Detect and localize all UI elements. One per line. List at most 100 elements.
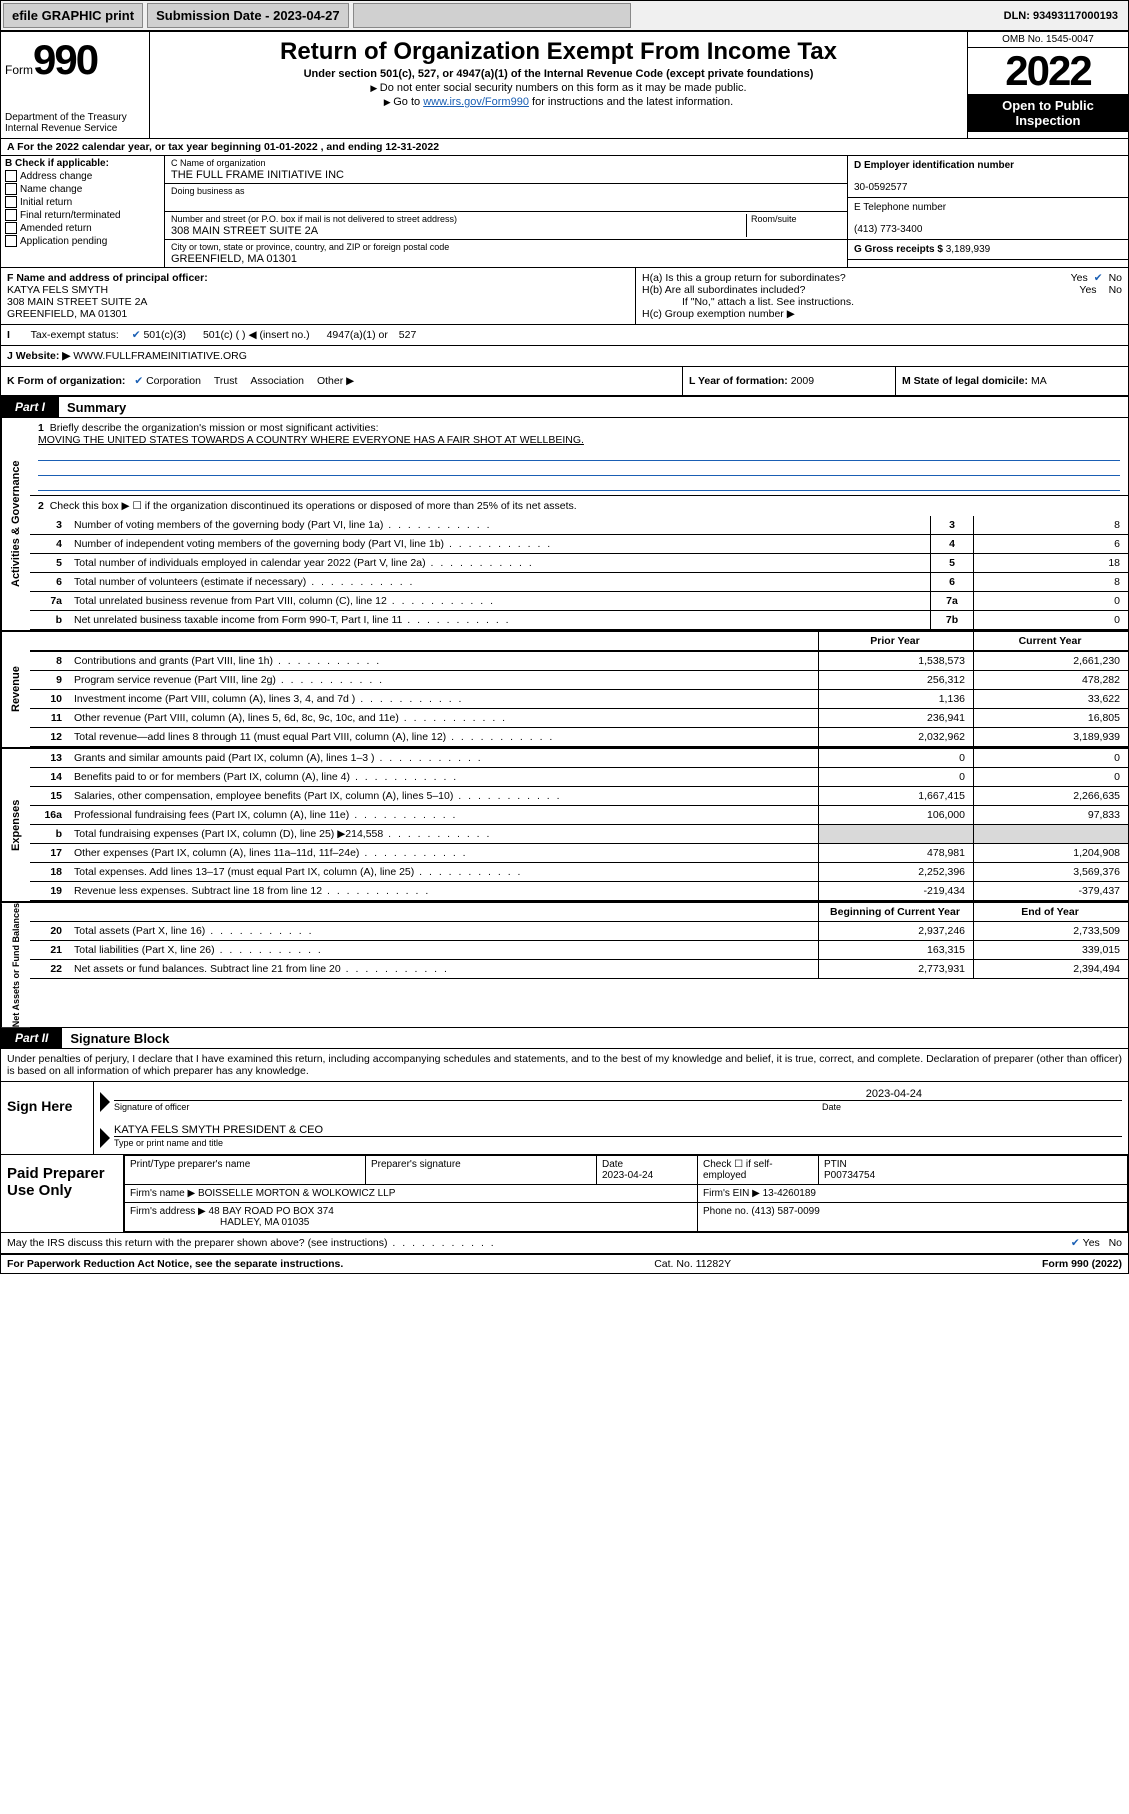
revenue-header-row: Prior Year Current Year bbox=[30, 632, 1128, 651]
row-f-h: F Name and address of principal officer:… bbox=[1, 268, 1128, 325]
chk-amended-return[interactable]: Amended return bbox=[5, 222, 160, 234]
gross-value: 3,189,939 bbox=[946, 244, 991, 255]
box-h: H(a) Is this a group return for subordin… bbox=[635, 268, 1128, 324]
efile-print-button[interactable]: efile GRAPHIC print bbox=[3, 3, 143, 28]
table-row: 13Grants and similar amounts paid (Part … bbox=[30, 749, 1128, 768]
table-row: 22Net assets or fund balances. Subtract … bbox=[30, 960, 1128, 979]
ptin-value: P00734754 bbox=[824, 1170, 875, 1181]
header-right: OMB No. 1545-0047 2022 Open to Public In… bbox=[967, 32, 1128, 138]
prep-name-lbl: Print/Type preparer's name bbox=[130, 1159, 250, 1170]
k-label: K Form of organization: bbox=[7, 375, 125, 387]
box-f: F Name and address of principal officer:… bbox=[1, 268, 635, 324]
inspection-label: Open to Public Inspection bbox=[968, 94, 1128, 132]
discuss-question: May the IRS discuss this return with the… bbox=[7, 1237, 1071, 1249]
firm-name: BOISSELLE MORTON & WOLKOWICZ LLP bbox=[198, 1188, 395, 1199]
table-row: 14Benefits paid to or for members (Part … bbox=[30, 768, 1128, 787]
line2-check: 2 Check this box ▶ ☐ if the organization… bbox=[30, 496, 1128, 516]
m-state: M State of legal domicile: MA bbox=[895, 367, 1128, 395]
part2-title: Signature Block bbox=[62, 1031, 169, 1046]
box-c: C Name of organization THE FULL FRAME IN… bbox=[165, 156, 847, 267]
table-row: 11Other revenue (Part VIII, column (A), … bbox=[30, 709, 1128, 728]
chk-address-change[interactable]: Address change bbox=[5, 170, 160, 182]
row-j: J Website: ▶ WWW.FULLFRAMEINITIATIVE.ORG bbox=[1, 346, 1128, 367]
dept-label: Department of the Treasury bbox=[5, 112, 145, 123]
paid-preparer-block: Paid Preparer Use Only Print/Type prepar… bbox=[1, 1155, 1128, 1233]
vtab-revenue: Revenue bbox=[1, 632, 30, 747]
row-k: K Form of organization: Corporation Trus… bbox=[1, 367, 1128, 397]
firm-ein: 13-4260189 bbox=[763, 1188, 816, 1199]
l-year: L Year of formation: 2009 bbox=[682, 367, 895, 395]
chk-initial-return[interactable]: Initial return bbox=[5, 196, 160, 208]
revenue-table: Prior Year Current Year 8Contributions a… bbox=[30, 632, 1128, 747]
mission-line3 bbox=[38, 476, 1120, 491]
part1-header: Part I Summary bbox=[1, 397, 1128, 418]
table-row: bTotal fundraising expenses (Part IX, co… bbox=[30, 825, 1128, 844]
i-label: Tax-exempt status: bbox=[31, 329, 119, 341]
header-mid: Return of Organization Exempt From Incom… bbox=[150, 32, 967, 138]
phone-value: (413) 773-3400 bbox=[854, 224, 922, 235]
prep-self-employed: Check ☐ if self-employed bbox=[698, 1156, 819, 1185]
chk-final-return[interactable]: Final return/terminated bbox=[5, 209, 160, 221]
governance-table: 3Number of voting members of the governi… bbox=[30, 516, 1128, 630]
discuss-yes-box[interactable] bbox=[1071, 1237, 1080, 1249]
table-row: 3Number of voting members of the governi… bbox=[30, 516, 1128, 535]
form-subtitle: Under section 501(c), 527, or 4947(a)(1)… bbox=[158, 68, 959, 80]
expenses-section: Expenses 13Grants and similar amounts pa… bbox=[1, 749, 1128, 903]
officer-typed-name: KATYA FELS SMYTH PRESIDENT & CEO bbox=[114, 1124, 1122, 1136]
irs-link[interactable]: www.irs.gov/Form990 bbox=[423, 96, 529, 108]
table-row: 7aTotal unrelated business revenue from … bbox=[30, 592, 1128, 611]
submission-date-button[interactable]: Submission Date - 2023-04-27 bbox=[147, 3, 349, 28]
ha-no-box[interactable] bbox=[1094, 272, 1103, 284]
chk-application-pending[interactable]: Application pending bbox=[5, 235, 160, 247]
table-row: 15Salaries, other compensation, employee… bbox=[30, 787, 1128, 806]
phone-label: E Telephone number bbox=[854, 202, 946, 213]
ein-label: D Employer identification number bbox=[854, 160, 1014, 171]
netassets-header-row: Beginning of Current Year End of Year bbox=[30, 903, 1128, 922]
k-corp-box[interactable] bbox=[134, 375, 143, 387]
room-label: Room/suite bbox=[751, 214, 797, 224]
topbar: efile GRAPHIC print Submission Date - 20… bbox=[0, 0, 1129, 31]
table-row: 16aProfessional fundraising fees (Part I… bbox=[30, 806, 1128, 825]
footer-left: For Paperwork Reduction Act Notice, see … bbox=[7, 1258, 343, 1270]
revenue-section: Revenue Prior Year Current Year 8Contrib… bbox=[1, 632, 1128, 749]
caret-icon bbox=[100, 1128, 110, 1148]
blank-button[interactable] bbox=[353, 3, 631, 28]
line-a: A For the 2022 calendar year, or tax yea… bbox=[1, 139, 1128, 156]
org-name-label: C Name of organization bbox=[171, 158, 266, 168]
box-b-label: B Check if applicable: bbox=[5, 158, 160, 169]
prior-year-header: Prior Year bbox=[819, 632, 974, 651]
sig-date-value: 2023-04-24 bbox=[114, 1088, 1122, 1100]
vtab-netassets: Net Assets or Fund Balances bbox=[1, 903, 30, 1027]
tax-year: 2022 bbox=[968, 48, 1128, 94]
table-row: 20Total assets (Part X, line 16)2,937,24… bbox=[30, 922, 1128, 941]
mission-line1 bbox=[38, 446, 1120, 461]
ha-label: H(a) Is this a group return for subordin… bbox=[642, 272, 1059, 284]
table-row: 8Contributions and grants (Part VIII, li… bbox=[30, 651, 1128, 671]
table-row: 6Total number of volunteers (estimate if… bbox=[30, 573, 1128, 592]
firm-phone: (413) 587-0099 bbox=[751, 1206, 819, 1217]
form-title: Return of Organization Exempt From Incom… bbox=[158, 38, 959, 66]
page-footer: For Paperwork Reduction Act Notice, see … bbox=[1, 1254, 1128, 1273]
box-d-e-g: D Employer identification number 30-0592… bbox=[847, 156, 1128, 267]
officer-name: KATYA FELS SMYTH bbox=[7, 284, 629, 296]
ein-value: 30-0592577 bbox=[854, 182, 907, 193]
hb-label: H(b) Are all subordinates included? bbox=[642, 284, 1067, 296]
table-row: 12Total revenue—add lines 8 through 11 (… bbox=[30, 728, 1128, 747]
footer-right: Form 990 (2022) bbox=[1042, 1258, 1122, 1270]
chk-name-change[interactable]: Name change bbox=[5, 183, 160, 195]
note2-post: for instructions and the latest informat… bbox=[532, 96, 733, 108]
officer-name-line: Type or print name and title bbox=[114, 1136, 1122, 1148]
i-501c3-box[interactable] bbox=[132, 329, 141, 341]
city-label: City or town, state or province, country… bbox=[171, 242, 449, 252]
end-year-header: End of Year bbox=[974, 903, 1129, 922]
hc-label: H(c) Group exemption number ▶ bbox=[642, 308, 1122, 320]
current-year-header: Current Year bbox=[974, 632, 1129, 651]
mission-block: 1 Briefly describe the organization's mi… bbox=[30, 418, 1128, 496]
expenses-table: 13Grants and similar amounts paid (Part … bbox=[30, 749, 1128, 901]
form-word: Form bbox=[5, 63, 33, 77]
firm-addr1: 48 BAY ROAD PO BOX 374 bbox=[209, 1206, 334, 1217]
governance-section: Activities & Governance 1 Briefly descri… bbox=[1, 418, 1128, 632]
dln-label: DLN: 93493117000193 bbox=[1004, 10, 1126, 22]
netassets-table: Beginning of Current Year End of Year 20… bbox=[30, 903, 1128, 979]
officer-sig-line: Signature of officer Date bbox=[114, 1100, 1122, 1112]
